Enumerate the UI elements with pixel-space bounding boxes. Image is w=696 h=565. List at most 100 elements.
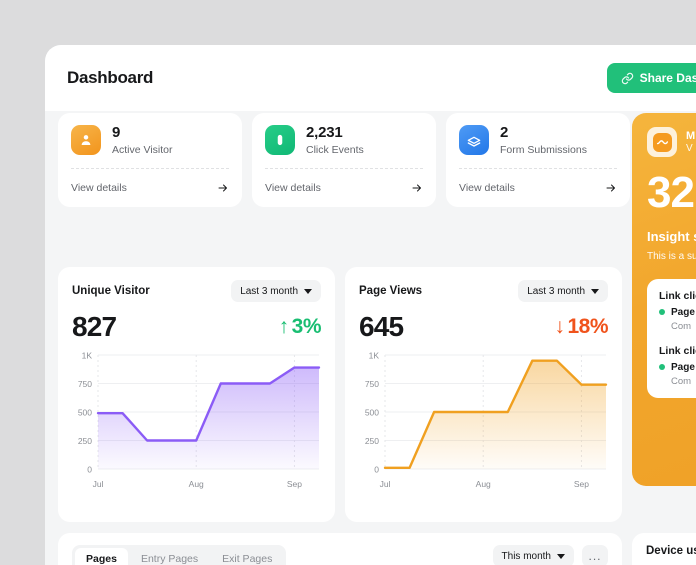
arrow-right-icon [218, 184, 227, 192]
insight-item-page: Page [671, 306, 695, 318]
view-details-link[interactable]: View details [265, 169, 423, 207]
stat-card-form-submissions: 2 Form Submissions View details [446, 113, 630, 207]
device-usage-card: Device usage [632, 533, 696, 565]
chart-plot-page-views: 0 250 500 750 1K Jul Aug Sep [359, 351, 608, 493]
insight-summary-panel: M V 32 Insight summary This is a summary… [632, 113, 696, 486]
insight-title: Insight summary [647, 229, 696, 244]
more-options-button[interactable]: ... [582, 545, 608, 565]
svg-text:250: 250 [78, 436, 92, 446]
tab-entry-pages[interactable]: Entry Pages [130, 548, 209, 565]
form-inbox-icon [459, 125, 489, 155]
stat-top: 2,231 Click Events [265, 125, 423, 156]
chart-delta-value: 18% [567, 315, 608, 338]
svg-text:0: 0 [87, 465, 92, 475]
chart-figures: 645 ↓ 18% [359, 311, 608, 343]
insight-header-title: M [686, 129, 696, 142]
chart-title: Page Views [359, 285, 423, 297]
arrow-right-icon [606, 184, 615, 192]
svg-text:750: 750 [78, 379, 92, 389]
insight-item-page: Page [671, 361, 695, 373]
tab-pages-label: Pages [86, 553, 117, 565]
insight-item-row: Page [659, 362, 696, 373]
svg-text:500: 500 [365, 408, 379, 418]
svg-text:250: 250 [365, 436, 379, 446]
chart-card-page-views: Page Views Last 3 month 645 ↓ 18% 0 250 50… [345, 267, 622, 522]
svg-text:500: 500 [78, 408, 92, 418]
insight-description: This is a summary of this month to your [647, 251, 696, 262]
svg-text:Aug: Aug [476, 479, 491, 489]
insight-item-row: Page [659, 307, 696, 318]
stat-label: Form Submissions [500, 143, 587, 156]
tab-entry-pages-label: Entry Pages [140, 553, 199, 565]
range-dropdown-label: Last 3 month [527, 285, 585, 297]
chart-header: Page Views Last 3 month [359, 280, 608, 302]
chart-delta: ↓ 18% [554, 315, 608, 339]
share-dashboard-label: Share Dashboard [639, 71, 696, 85]
share-dashboard-button[interactable]: Share Dashboard [606, 63, 696, 93]
app-window: Dashboard Share Dashboard 9 A [45, 45, 696, 565]
chart-header: Unique Visitor Last 3 month [72, 280, 321, 302]
insight-item-meta: Com [671, 375, 692, 387]
chart-title: Unique Visitor [72, 285, 150, 297]
pages-tab-group: Pages Entry Pages Exit Pages [72, 545, 287, 565]
delta-arrow-down-icon: ↓ [554, 315, 565, 338]
chevron-down-icon [557, 553, 565, 559]
divider [265, 167, 423, 169]
header-bar: Dashboard Share Dashboard [45, 45, 696, 111]
chart-figures: 827 ↑ 3% [72, 311, 322, 343]
page-title: Dashboard [67, 68, 154, 87]
range-dropdown[interactable]: Last 3 month [231, 280, 321, 302]
range-dropdown-label: Last 3 month [240, 285, 298, 297]
stat-text: 2,231 Click Events [306, 125, 364, 156]
view-details-label: View details [71, 181, 127, 194]
insight-item-meta: Com [671, 320, 692, 332]
svg-text:0: 0 [374, 465, 379, 475]
chart-card-unique-visitor: Unique Visitor Last 3 month 827 ↑ 3% 0 25… [58, 267, 335, 522]
svg-text:1K: 1K [82, 351, 93, 361]
stat-text: 2 Form Submissions [500, 125, 587, 156]
mouse-icon [265, 125, 295, 155]
stat-card-active-visitor: 9 Active Visitor View details [58, 113, 242, 207]
stat-text: 9 Active Visitor [112, 125, 173, 156]
svg-text:1K: 1K [369, 351, 380, 361]
view-details-link[interactable]: View details [459, 169, 617, 207]
tab-exit-pages-label: Exit Pages [222, 553, 273, 565]
stat-label: Active Visitor [112, 143, 173, 156]
list-item[interactable]: Link clicked Page Com [659, 290, 696, 332]
arrow-right-icon [412, 184, 421, 192]
insight-header-subtitle: V [686, 143, 693, 155]
area-chart-svg: 0 250 500 750 1K Jul Aug Sep [78, 351, 321, 489]
svg-text:Aug: Aug [189, 479, 204, 489]
svg-text:Sep: Sep [287, 479, 302, 489]
tab-exit-pages[interactable]: Exit Pages [211, 548, 283, 565]
stat-value: 2 [500, 124, 509, 141]
svg-text:Jul: Jul [380, 479, 391, 489]
list-item[interactable]: Link clicked Page Com [659, 345, 696, 387]
svg-text:Jul: Jul [93, 479, 104, 489]
tab-pages[interactable]: Pages [75, 548, 128, 565]
chevron-down-icon [304, 288, 312, 294]
chart-plot-unique-visitor: 0 250 500 750 1K Jul Aug Sep [72, 351, 321, 493]
insight-metric: 32 [647, 168, 695, 217]
stat-top: 2 Form Submissions [459, 125, 617, 156]
svg-text:750: 750 [365, 379, 379, 389]
stat-value: 2,231 [306, 124, 343, 141]
delta-arrow-up-icon: ↑ [278, 315, 290, 338]
stat-value: 9 [112, 124, 121, 141]
pages-card: Pages Entry Pages Exit Pages This month … [58, 533, 622, 565]
chart-total-value: 827 [72, 311, 117, 342]
pages-controls: This month ... [492, 545, 608, 565]
device-usage-title: Device usage [646, 545, 696, 557]
chart-delta-value: 3% [291, 315, 322, 338]
month-dropdown[interactable]: This month [492, 545, 574, 565]
activity-wave-icon-inner [652, 132, 672, 152]
view-details-link[interactable]: View details [71, 169, 229, 207]
chevron-down-icon [591, 288, 599, 294]
status-dot-icon [659, 309, 665, 315]
divider [71, 167, 229, 169]
range-dropdown[interactable]: Last 3 month [518, 280, 608, 302]
chart-total-value: 645 [359, 311, 404, 342]
stat-label: Click Events [306, 143, 364, 156]
stat-top: 9 Active Visitor [71, 125, 229, 156]
insight-event-list: Link clicked Page Com Link clicked Page … [647, 278, 696, 398]
